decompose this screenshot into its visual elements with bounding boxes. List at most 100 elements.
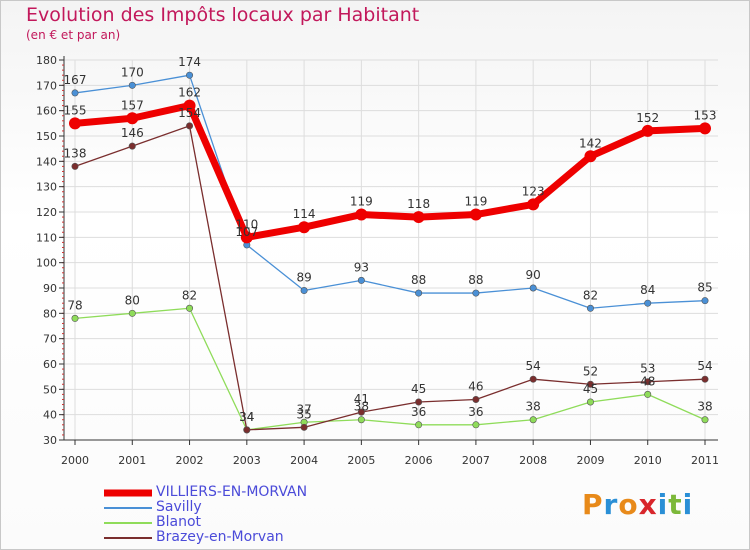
data-point: [128, 142, 136, 150]
data-label: 90: [526, 268, 541, 282]
data-label: 53: [640, 362, 655, 376]
logo-letter: t: [668, 488, 683, 521]
data-point: [529, 284, 537, 292]
logo-letter: i: [657, 488, 669, 521]
data-point: [472, 289, 480, 297]
data-label: 45: [583, 382, 598, 396]
data-label: 38: [697, 400, 712, 414]
data-point: [243, 426, 251, 434]
data-point: [300, 287, 308, 295]
data-point: [240, 231, 253, 244]
data-point: [415, 289, 423, 297]
x-tick-label: 2001: [118, 454, 146, 467]
logo-letter: i: [682, 488, 694, 521]
y-tick-label: 150: [36, 130, 57, 143]
data-point: [186, 71, 194, 79]
series-blanot: [71, 304, 709, 434]
legend-item: VILLIERS-EN-MORVAN: [104, 485, 307, 500]
data-label: 138: [64, 146, 87, 160]
y-tick-label: 130: [36, 181, 57, 194]
legend-swatch: [104, 489, 152, 496]
data-point: [644, 378, 652, 386]
data-point: [71, 162, 79, 170]
data-point: [128, 309, 136, 317]
y-tick-label: 80: [43, 307, 57, 320]
x-tick-label: 2002: [176, 454, 204, 467]
logo-letter: r: [603, 488, 619, 521]
data-label: 162: [178, 86, 201, 100]
data-point: [527, 198, 540, 211]
x-tick-label: 2004: [290, 454, 318, 467]
data-point: [472, 421, 480, 429]
data-label: 119: [350, 195, 373, 209]
data-label: 153: [694, 108, 717, 122]
data-point: [186, 304, 194, 312]
x-tick-label: 2008: [519, 454, 547, 467]
data-label: 119: [464, 195, 487, 209]
data-point: [126, 112, 139, 125]
data-point: [415, 398, 423, 406]
data-label: 78: [67, 298, 82, 312]
data-label: 85: [697, 281, 712, 295]
y-tick-label: 160: [36, 105, 57, 118]
data-label: 142: [579, 136, 602, 150]
data-label: 88: [468, 273, 483, 287]
data-point: [71, 89, 79, 97]
x-tick-label: 2009: [576, 454, 604, 467]
legend-label: Brazey-en-Morvan: [156, 529, 284, 545]
data-point: [357, 276, 365, 284]
data-label: 170: [121, 65, 144, 79]
data-point: [701, 416, 709, 424]
data-label: 37: [296, 402, 311, 416]
data-label: 36: [411, 405, 426, 419]
legend-item: Brazey-en-Morvan: [104, 530, 307, 545]
y-tick-label: 30: [43, 434, 57, 447]
y-tick-label: 70: [43, 333, 57, 346]
data-point: [357, 416, 365, 424]
data-point: [469, 208, 482, 221]
data-label: 46: [468, 379, 483, 393]
data-label: 48: [640, 374, 655, 388]
y-tick-label: 170: [36, 79, 57, 92]
data-point: [355, 208, 368, 221]
y-tick-label: 50: [43, 383, 57, 396]
data-label: 35: [296, 407, 311, 421]
chart-legend: VILLIERS-EN-MORVAN Savilly Blanot Brazey-en…: [104, 485, 307, 545]
series-villiers-en-morvan: [69, 99, 711, 244]
legend-item: Blanot: [104, 515, 307, 530]
x-tick-label: 2007: [462, 454, 490, 467]
data-point: [415, 421, 423, 429]
data-label: 114: [293, 207, 316, 221]
series-line: [74, 125, 706, 431]
data-point: [71, 314, 79, 322]
logo-letter: P: [582, 488, 604, 521]
grid-lines: [64, 59, 718, 441]
x-tick-label: 2011: [691, 454, 719, 467]
legend-label: Blanot: [156, 514, 202, 530]
legend-swatch: [104, 521, 152, 524]
data-point: [699, 122, 711, 135]
legend-item: Savilly: [104, 500, 307, 515]
x-tick-label: 2000: [61, 454, 89, 467]
data-label: 154: [178, 106, 201, 120]
data-point: [529, 416, 537, 424]
data-point: [357, 408, 365, 416]
data-point: [586, 304, 594, 312]
y-tick-label: 120: [36, 206, 57, 219]
y-tick-label: 140: [36, 155, 57, 168]
y-tick-label: 180: [36, 54, 57, 67]
data-label: 93: [354, 260, 369, 274]
data-point: [128, 81, 136, 89]
series-savilly: [71, 71, 709, 312]
data-label: 52: [583, 364, 598, 378]
legend-swatch: [104, 506, 152, 509]
data-label: 45: [411, 382, 426, 396]
x-tick-label: 2003: [233, 454, 261, 467]
data-point: [298, 221, 311, 234]
data-label: 155: [64, 103, 87, 117]
data-label: 123: [522, 184, 545, 198]
data-label: 110: [235, 217, 258, 231]
series-brazey-en-morvan: [71, 122, 709, 434]
data-label: 88: [411, 273, 426, 287]
